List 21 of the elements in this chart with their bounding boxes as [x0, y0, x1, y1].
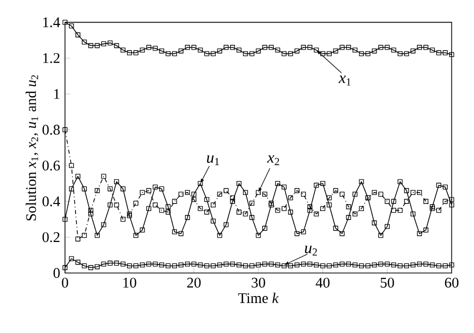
y-tick-label: 0.6	[42, 160, 60, 171]
y-tick-label: 0.8	[42, 124, 60, 135]
y-tick-label: 0.2	[42, 232, 60, 242]
annotation: x$_{2}$	[267, 155, 280, 166]
annotation: u$_{2}$	[304, 246, 317, 256]
x-tick-label: 30	[252, 278, 266, 288]
x-tick-label: 40	[316, 278, 330, 288]
y-tick-label: 1.2	[43, 53, 60, 64]
y-tick-label: 0	[54, 268, 60, 278]
x-tick-label: 0	[62, 278, 68, 288]
x-axis-title: Time k	[238, 292, 279, 304]
text: Solution x$_{1}$, x$_{2}$, u$_{1}$ and u$_{2}$	[26, 75, 38, 220]
y-tick-label: 1	[54, 89, 60, 99]
x-tick-label: 50	[380, 278, 394, 288]
x-tick-label: 20	[187, 278, 201, 288]
y-tick-label: 1.4	[43, 17, 60, 28]
annotation: x$_{1}$	[338, 76, 351, 86]
y-tick-label: 0.4	[42, 196, 60, 206]
x-tick-label: 60	[444, 278, 458, 288]
x-tick-label: 10	[123, 278, 136, 288]
annotation: u$_{1}$	[207, 155, 219, 166]
